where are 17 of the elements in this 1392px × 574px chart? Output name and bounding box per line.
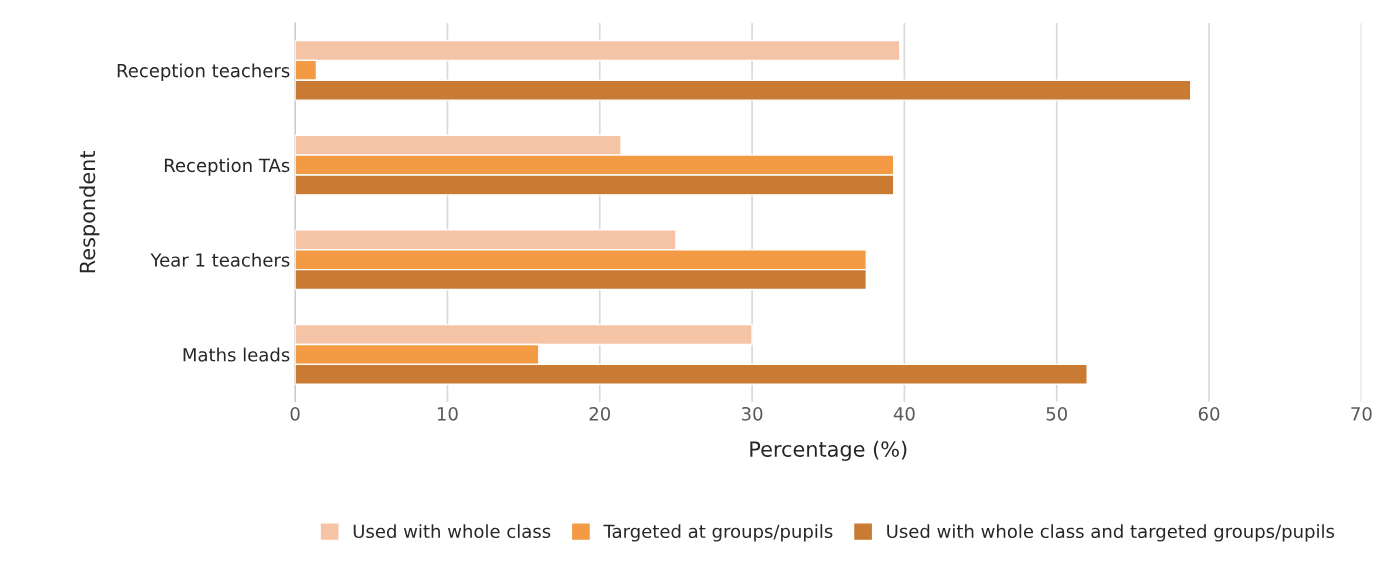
x-tick-label: 0 (290, 406, 300, 421)
x-tick-label: 10 (437, 406, 458, 421)
legend-label: Used with whole class and targeted groups/pupils (887, 524, 1335, 542)
x-tick-label: 50 (1046, 406, 1068, 421)
x-tick-label: 30 (741, 406, 763, 421)
x-tick-label: 20 (589, 406, 611, 421)
x-tick-label: 40 (893, 406, 915, 421)
y-tick-label: Maths leads (183, 347, 290, 362)
legend-label: Targeted at groups/pupils (603, 524, 833, 542)
x-axis-title: Percentage (%) (750, 440, 907, 461)
y-tick-label: Reception teachers (117, 63, 290, 81)
x-tick-label: 60 (1198, 406, 1220, 421)
x-tick-label: 70 (1351, 406, 1372, 421)
y-tick-label: Reception TAs (164, 158, 290, 176)
legend-label: Used with whole class (353, 524, 551, 539)
y-tick-label: Year 1 teachers (150, 252, 290, 267)
y-axis-title: Respondent (79, 150, 100, 273)
